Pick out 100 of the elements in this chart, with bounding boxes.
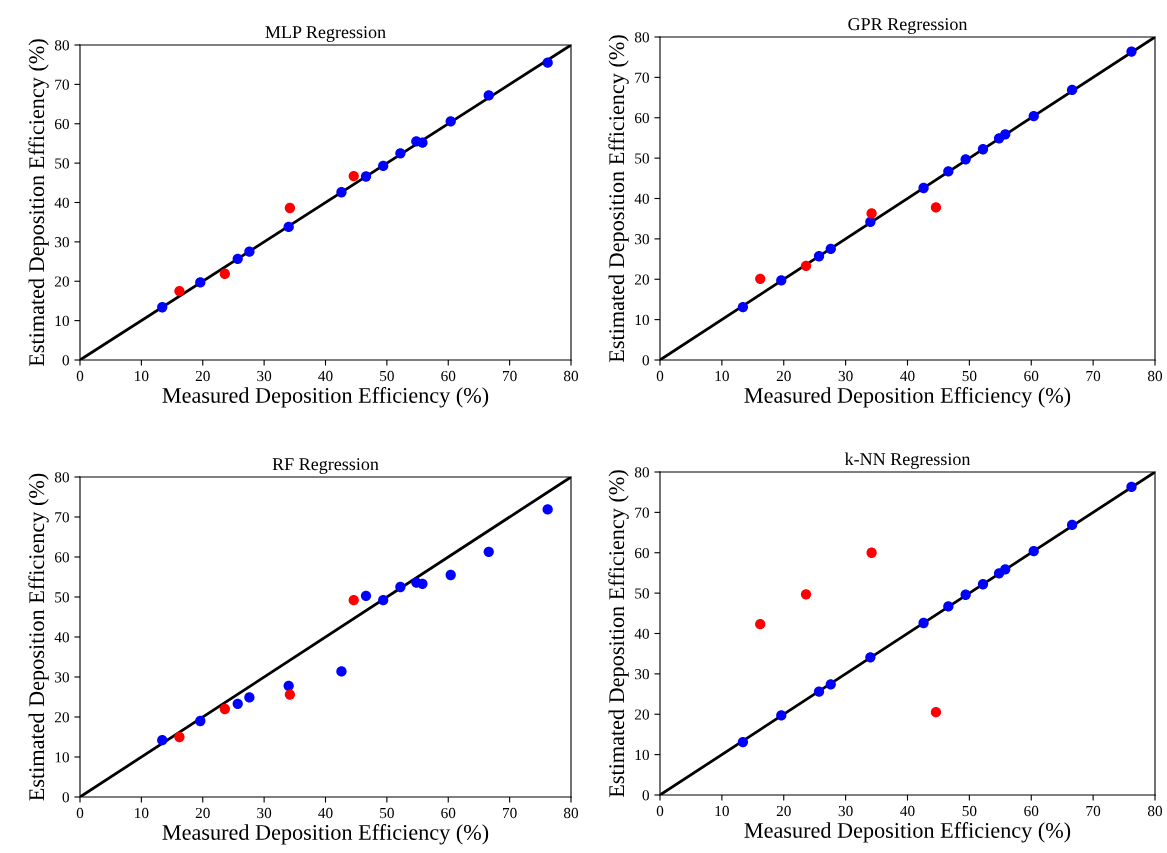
x-tick-label: 40 xyxy=(318,370,333,382)
x-tick-label: 80 xyxy=(563,370,579,382)
y-tick-label: 30 xyxy=(635,234,649,245)
y-tick-label: 50 xyxy=(55,158,69,169)
x-tick-label: 50 xyxy=(380,370,394,382)
y-tick-label: 50 xyxy=(55,592,69,603)
x-tick-label: 80 xyxy=(1147,805,1163,817)
point xyxy=(157,735,168,746)
x-tick-label: 30 xyxy=(838,370,853,382)
point xyxy=(244,692,255,703)
point xyxy=(1126,481,1137,493)
y-axis-title: Estimated Deposition Efficiency (%) xyxy=(608,470,629,798)
y-tick-label: 20 xyxy=(54,712,69,723)
y-tick-label: 70 xyxy=(635,72,649,83)
x-tick-label: 40 xyxy=(900,805,915,817)
point xyxy=(960,154,971,165)
x-axis-title: Measured Deposition Efficiency (%) xyxy=(162,824,489,845)
y-tick-label: 40 xyxy=(54,632,69,643)
point xyxy=(1126,46,1137,57)
y-tick-label: 0 xyxy=(642,355,649,366)
point xyxy=(395,148,406,159)
point xyxy=(336,666,347,677)
y-tick-label: 60 xyxy=(634,547,649,559)
point xyxy=(348,595,359,606)
y-tick-label: 20 xyxy=(634,274,649,285)
point xyxy=(800,589,812,600)
point xyxy=(219,268,230,279)
point xyxy=(232,253,243,264)
point xyxy=(244,246,255,257)
x-tick-label: 30 xyxy=(838,805,853,817)
point xyxy=(542,504,553,515)
point xyxy=(417,578,428,589)
y-tick-label: 30 xyxy=(635,669,649,680)
y-tick-label: 0 xyxy=(642,790,649,801)
point xyxy=(737,301,749,313)
point xyxy=(930,202,942,213)
y-tick-label: 80 xyxy=(54,40,69,51)
y-tick-label: 0 xyxy=(62,355,69,366)
point xyxy=(1028,110,1039,122)
point xyxy=(960,589,971,600)
point xyxy=(378,160,389,172)
point xyxy=(1028,545,1039,557)
point xyxy=(395,581,406,593)
x-tick-label: 20 xyxy=(195,807,210,819)
point xyxy=(918,617,929,629)
point xyxy=(219,703,230,715)
point xyxy=(755,273,766,284)
y-tick-label: 30 xyxy=(55,237,69,248)
x-tick-label: 70 xyxy=(1086,805,1101,817)
y-tick-label: 10 xyxy=(635,314,649,326)
point xyxy=(195,277,206,288)
x-tick-label: 60 xyxy=(1024,370,1039,382)
x-tick-label: 30 xyxy=(257,370,272,382)
point xyxy=(943,601,954,612)
y-tick-label: 70 xyxy=(635,507,649,518)
point xyxy=(737,736,749,748)
point xyxy=(378,595,389,606)
point xyxy=(866,208,877,219)
point xyxy=(918,182,929,194)
x-tick-label: 70 xyxy=(502,370,517,382)
chart-title: MLP Regression xyxy=(265,26,386,42)
x-tick-label: 70 xyxy=(1086,370,1101,382)
point xyxy=(417,137,428,148)
point xyxy=(174,285,185,297)
point xyxy=(348,170,359,182)
x-tick-label: 0 xyxy=(656,805,664,817)
x-tick-label: 10 xyxy=(715,370,729,382)
point xyxy=(977,579,989,590)
point xyxy=(866,547,877,558)
x-tick-label: 10 xyxy=(135,807,149,819)
y-axis-title: Estimated Deposition Efficiency (%) xyxy=(608,35,629,363)
x-tick-label: 50 xyxy=(962,370,977,382)
point xyxy=(1000,564,1011,575)
point xyxy=(943,166,954,177)
point xyxy=(360,171,372,182)
x-tick-label: 20 xyxy=(195,370,210,382)
x-tick-label: 40 xyxy=(318,807,333,819)
chart-title: k-NN Regression xyxy=(844,452,971,469)
point xyxy=(283,221,294,233)
point xyxy=(542,57,553,68)
y-tick-label: 80 xyxy=(54,472,69,483)
y-tick-label: 50 xyxy=(635,153,649,164)
point xyxy=(1000,129,1011,140)
x-tick-label: 20 xyxy=(776,370,791,382)
x-tick-label: 80 xyxy=(563,807,579,819)
point xyxy=(157,302,168,313)
point xyxy=(232,698,243,709)
x-tick-label: 40 xyxy=(900,370,915,382)
point xyxy=(483,546,494,557)
point xyxy=(930,707,942,718)
point xyxy=(865,652,876,663)
x-axis-title: Measured Deposition Efficiency (%) xyxy=(744,387,1071,408)
y-tick-label: 50 xyxy=(635,588,649,599)
point xyxy=(483,90,494,101)
x-tick-label: 30 xyxy=(257,807,272,819)
point xyxy=(1066,84,1078,96)
y-tick-label: 0 xyxy=(62,792,69,803)
x-tick-label: 10 xyxy=(135,370,149,382)
point xyxy=(360,590,372,601)
point xyxy=(755,619,766,630)
